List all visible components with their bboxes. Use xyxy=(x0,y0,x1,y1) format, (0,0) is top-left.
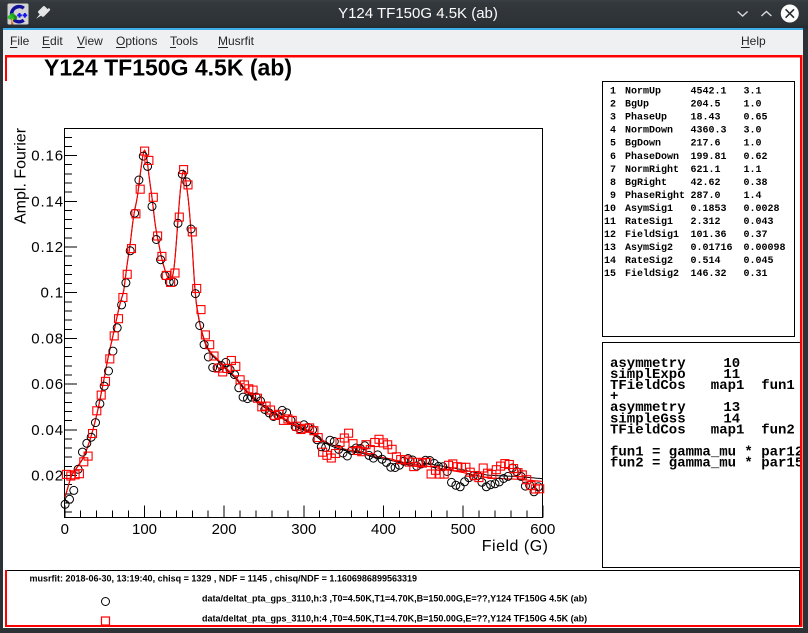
svg-text:287.0: 287.0 xyxy=(691,191,721,202)
svg-text:4360.3: 4360.3 xyxy=(691,126,727,137)
svg-text:4542.1: 4542.1 xyxy=(691,87,727,98)
svg-text:1.0: 1.0 xyxy=(744,139,762,150)
svg-text:TFieldCos: TFieldCos xyxy=(610,378,686,394)
svg-text:RateSig1: RateSig1 xyxy=(625,216,673,228)
svg-text:0.045: 0.045 xyxy=(744,256,774,267)
svg-text:18.43: 18.43 xyxy=(691,113,721,124)
svg-text:0.514: 0.514 xyxy=(691,256,721,267)
svg-text:0.37: 0.37 xyxy=(744,230,768,241)
svg-text:0.0028: 0.0028 xyxy=(744,204,780,215)
svg-text:data/deltat_pta_gps_3110,h:4 ,: data/deltat_pta_gps_3110,h:4 ,T0=4.50K,T… xyxy=(202,614,587,624)
svg-text:0.04: 0.04 xyxy=(31,422,64,439)
svg-text:204.5: 204.5 xyxy=(691,100,721,111)
svg-text:1.0: 1.0 xyxy=(744,100,762,111)
svg-text:101.36: 101.36 xyxy=(691,230,727,241)
svg-text:data/deltat_pta_gps_3110,h:3 ,: data/deltat_pta_gps_3110,h:3 ,T0=4.50K,T… xyxy=(202,594,587,604)
svg-text:146.32: 146.32 xyxy=(691,269,727,280)
svg-text:0.02: 0.02 xyxy=(31,468,64,485)
svg-text:PhaseUp: PhaseUp xyxy=(625,112,667,124)
svg-text:Y124 TF150G 4.5K (ab): Y124 TF150G 4.5K (ab) xyxy=(44,55,292,81)
svg-text:NormRight: NormRight xyxy=(625,164,679,176)
svg-text:Ampl. Fourier: Ampl. Fourier xyxy=(13,127,30,224)
svg-text:fun1 = gamma_mu * par12: fun1 = gamma_mu * par12 xyxy=(610,445,803,461)
svg-text:0.38: 0.38 xyxy=(744,178,768,189)
svg-text:300: 300 xyxy=(291,521,316,538)
svg-text:11: 11 xyxy=(604,217,616,228)
svg-text:NormDown: NormDown xyxy=(625,126,673,137)
svg-text:1: 1 xyxy=(610,87,616,98)
svg-text:15: 15 xyxy=(604,269,616,280)
svg-text:simpleGss: simpleGss xyxy=(610,411,686,427)
svg-text:0.00098: 0.00098 xyxy=(744,243,786,254)
svg-text:map1: map1 xyxy=(711,422,745,438)
svg-text:11: 11 xyxy=(723,367,740,383)
svg-text:0.16: 0.16 xyxy=(31,148,64,165)
svg-text:12: 12 xyxy=(604,230,616,241)
svg-text:simplExpo: simplExpo xyxy=(610,367,686,383)
svg-text:asymmetry: asymmetry xyxy=(610,400,686,416)
svg-text:FieldSig1: FieldSig1 xyxy=(625,229,679,241)
svg-text:fun1: fun1 xyxy=(761,378,795,394)
svg-text:0.043: 0.043 xyxy=(744,217,774,228)
svg-text:0.1853: 0.1853 xyxy=(691,204,727,215)
svg-text:14: 14 xyxy=(723,411,740,427)
svg-text:AsymSig1: AsymSig1 xyxy=(625,203,673,215)
svg-text:3: 3 xyxy=(610,113,616,124)
svg-text:2: 2 xyxy=(610,100,616,111)
svg-text:AsymSig2: AsymSig2 xyxy=(625,242,673,254)
svg-text:42.62: 42.62 xyxy=(691,178,721,189)
svg-text:BgUp: BgUp xyxy=(625,100,649,111)
svg-text:BgDown: BgDown xyxy=(625,139,661,150)
svg-text:0.06: 0.06 xyxy=(31,376,64,393)
svg-text:0.1: 0.1 xyxy=(40,285,64,302)
svg-text:fun2 = gamma_mu * par15: fun2 = gamma_mu * par15 xyxy=(610,456,803,472)
svg-text:asymmetry: asymmetry xyxy=(610,356,686,372)
svg-text:map1: map1 xyxy=(711,378,745,394)
svg-text:FieldSig2: FieldSig2 xyxy=(625,268,679,280)
svg-text:14: 14 xyxy=(604,256,616,267)
svg-text:1.1: 1.1 xyxy=(744,165,762,176)
svg-text:+: + xyxy=(610,389,618,405)
svg-text:217.6: 217.6 xyxy=(691,139,721,150)
svg-text:199.81: 199.81 xyxy=(691,152,727,163)
svg-text:0.14: 0.14 xyxy=(31,193,64,210)
svg-text:2.312: 2.312 xyxy=(691,217,721,228)
svg-text:0: 0 xyxy=(61,521,69,538)
svg-text:600: 600 xyxy=(530,521,555,538)
svg-text:3.0: 3.0 xyxy=(744,126,762,137)
svg-text:0.12: 0.12 xyxy=(31,239,64,256)
svg-text:BgRight: BgRight xyxy=(625,177,667,189)
svg-text:TFieldCos: TFieldCos xyxy=(610,422,686,438)
svg-text:3.1: 3.1 xyxy=(744,87,762,98)
svg-text:621.1: 621.1 xyxy=(691,165,721,176)
svg-text:100: 100 xyxy=(132,521,157,538)
svg-text:PhaseDown: PhaseDown xyxy=(625,151,679,163)
svg-text:0.01716: 0.01716 xyxy=(691,243,733,254)
svg-text:NormUp: NormUp xyxy=(625,87,661,98)
svg-text:1.4: 1.4 xyxy=(744,191,762,202)
svg-text:5: 5 xyxy=(610,139,616,150)
svg-text:13: 13 xyxy=(723,400,740,416)
svg-text:8: 8 xyxy=(610,178,616,189)
svg-text:fun2: fun2 xyxy=(761,422,795,438)
svg-text:500: 500 xyxy=(451,521,476,538)
svg-text:400: 400 xyxy=(371,521,396,538)
svg-text:4: 4 xyxy=(610,126,616,137)
svg-text:13: 13 xyxy=(604,243,616,254)
svg-text:10: 10 xyxy=(604,204,616,215)
svg-text:musrfit: 2018-06-30, 13:19:40,: musrfit: 2018-06-30, 13:19:40, chisq = 1… xyxy=(30,574,417,584)
svg-text:Field (G): Field (G) xyxy=(482,538,549,555)
svg-text:0.62: 0.62 xyxy=(744,152,768,163)
svg-text:10: 10 xyxy=(723,356,740,372)
svg-text:PhaseRight: PhaseRight xyxy=(625,190,685,202)
svg-text:0.65: 0.65 xyxy=(744,113,768,124)
svg-text:7: 7 xyxy=(610,165,616,176)
svg-text:9: 9 xyxy=(610,191,616,202)
svg-text:0.08: 0.08 xyxy=(31,330,64,347)
svg-text:6: 6 xyxy=(610,152,616,163)
svg-text:0.31: 0.31 xyxy=(744,269,768,280)
svg-text:200: 200 xyxy=(212,521,237,538)
svg-text:RateSig2: RateSig2 xyxy=(625,255,673,267)
